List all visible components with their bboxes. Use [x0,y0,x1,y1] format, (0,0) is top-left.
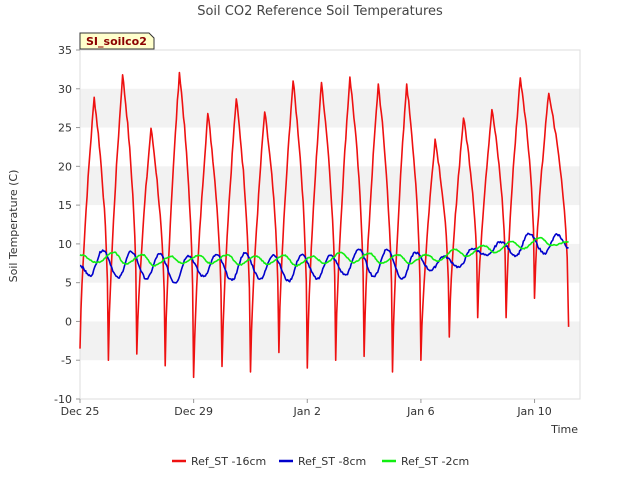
series-line-ref-st-2cm [79,236,569,267]
shaded-band-0 [80,321,580,361]
shaded-band-3 [80,88,580,128]
y-tick-label: -10 [54,393,72,406]
y-tick-label: 30 [58,83,72,96]
shaded-bands [80,88,580,361]
site-badge-box [79,32,155,50]
series-line-ref-st-16cm [79,71,570,379]
y-axis: -10 -5 0 5 10 15 20 25 30 35 [54,44,80,406]
chart-title: Soil CO2 Reference Soil Temperatures [197,4,443,19]
legend-entry: Ref_ST -2cm [401,455,469,468]
y-tick-label: 20 [58,160,72,173]
legend-entry: Ref_ST -8cm [298,455,366,468]
x-tick-label: Jan 10 [516,405,551,418]
site-badge-label: SI_soilco2 [86,35,147,48]
legend: Ref_ST -16cm Ref_ST -8cm Ref_ST -2cm [172,455,469,468]
site-badge: SI_soilco2 [79,32,155,50]
y-tick-label: -5 [61,354,72,367]
x-tick-label: Jan 6 [406,405,434,418]
y-tick-label: 10 [58,238,72,251]
x-axis: Dec 25 Dec 29 Jan 2 Jan 6 Jan 10 [61,399,552,418]
x-axis-label: Time [550,423,578,436]
y-tick-label: 35 [58,44,72,57]
plot-area-border [79,49,581,400]
x-tick-label: Dec 25 [61,405,100,418]
legend-entry: Ref_ST -16cm [191,455,266,468]
series-lines [79,71,570,379]
x-tick-label: Jan 2 [293,405,321,418]
y-tick-label: 5 [65,277,72,290]
series-line-ref-st-8cm [79,232,569,284]
y-axis-label: Soil Temperature (C) [7,170,20,283]
y-tick-label: 15 [58,199,72,212]
y-tick-label: 25 [58,122,72,135]
y-tick-label: 0 [65,315,72,328]
x-tick-label: Dec 29 [174,405,213,418]
